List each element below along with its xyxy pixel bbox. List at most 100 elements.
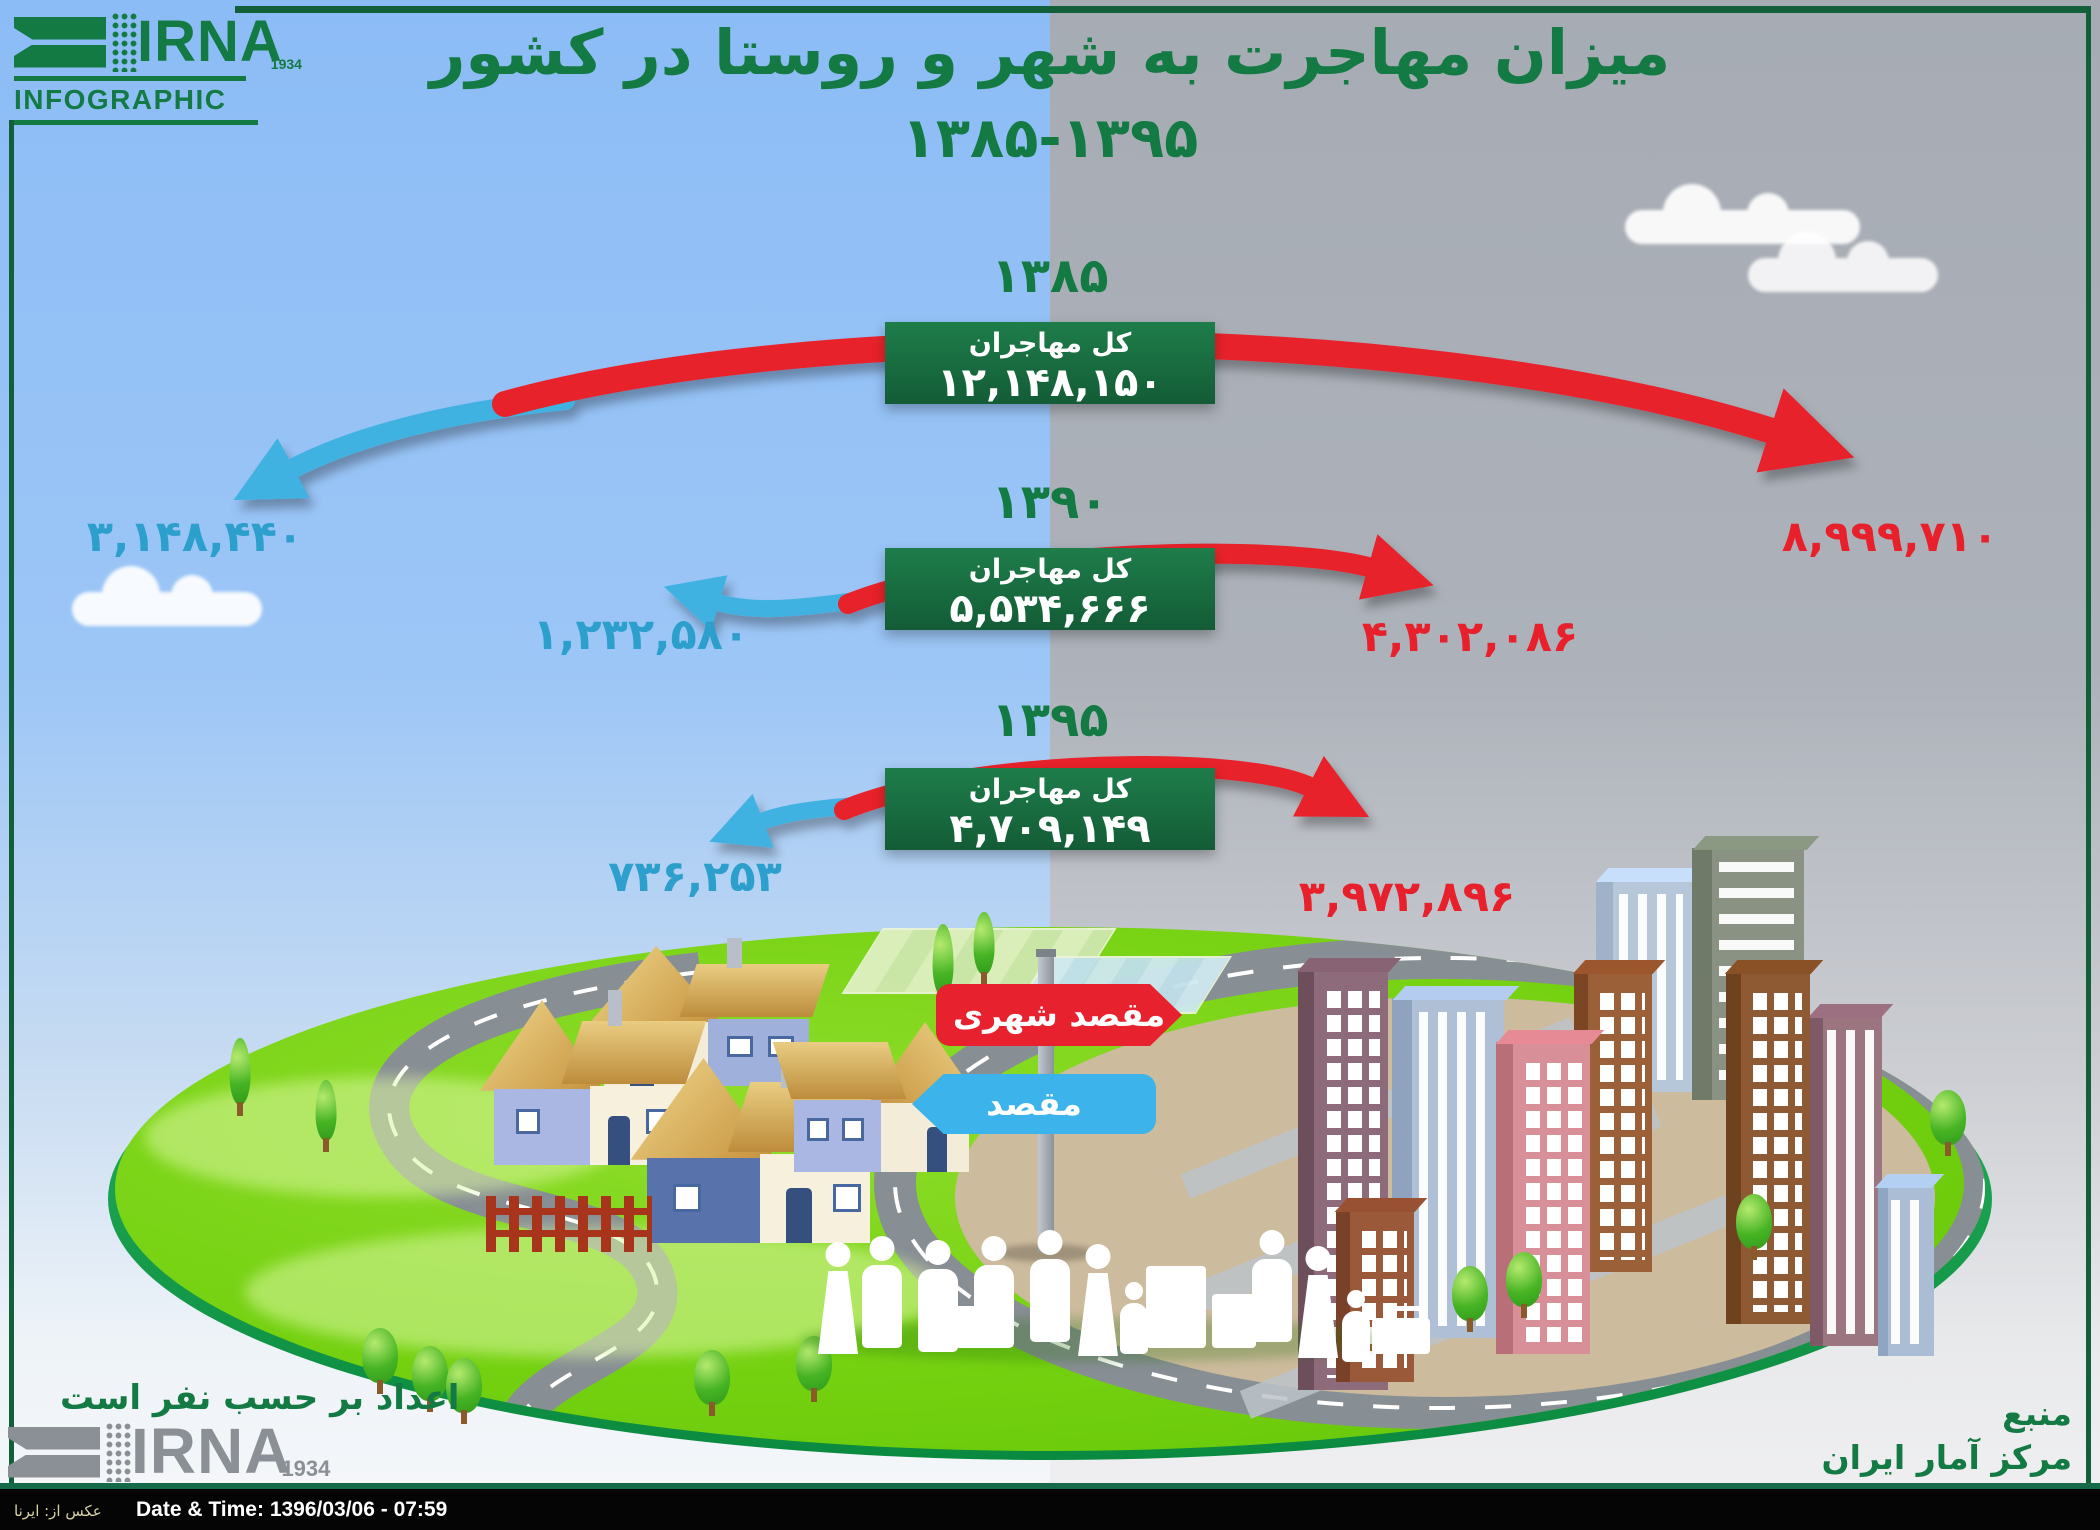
house-chimney: [608, 990, 622, 1027]
person-silhouette: [1298, 1246, 1338, 1358]
irna-logo-gray: IRNA 1934: [8, 1415, 331, 1488]
building-roof: [1495, 1030, 1604, 1044]
frame-line-top: [235, 6, 2088, 13]
house-chimney: [727, 937, 743, 969]
irna-logo: IRNA 1934 INFOGRAPHIC: [14, 12, 302, 125]
flag-bar: [14, 16, 106, 40]
house-wall: [647, 1157, 760, 1243]
person-silhouette: [918, 1240, 958, 1352]
house-window: [516, 1108, 540, 1134]
flag-bar: [14, 44, 106, 68]
irna-wordmark: IRNA: [131, 1415, 292, 1488]
rural-value-1385: ۳,۱۴۸,۴۴۰: [86, 512, 304, 562]
irna-year: 1934: [270, 56, 302, 72]
house-window: [672, 1183, 702, 1212]
tree-icon: [1452, 1268, 1488, 1332]
year-label-1395: ۱۳۹۵: [991, 692, 1109, 748]
building-roof: [1572, 960, 1665, 974]
irna-dots-icon: [105, 1422, 131, 1482]
flag-bar: [8, 1426, 100, 1450]
page-title-years: ۱۳۸۵-۱۳۹۵: [901, 106, 1199, 171]
person-silhouette: [818, 1242, 858, 1354]
flag-bar: [8, 1454, 100, 1478]
luggage: [1212, 1294, 1256, 1348]
city-building: [1808, 1004, 1895, 1346]
luggage: [955, 1306, 981, 1348]
building-roof: [1392, 986, 1520, 1000]
person-silhouette: [1252, 1230, 1292, 1342]
total-value-1390: ۵,۵۳۴,۶۶۶: [949, 586, 1151, 632]
village-house: [630, 1046, 896, 1243]
irna-wordmark: IRNA: [137, 8, 283, 74]
house-roof: [679, 964, 831, 1018]
irna-flag-icon: [14, 16, 106, 68]
tree-icon: [1930, 1092, 1966, 1156]
tree-icon: [694, 1352, 730, 1416]
logo-rule: [14, 76, 246, 81]
house-window: [841, 1118, 864, 1141]
house-roof: [773, 1041, 907, 1099]
tree-icon: [1736, 1196, 1772, 1260]
person-silhouette: [862, 1236, 902, 1348]
building-roof: [1595, 868, 1706, 882]
total-label: کل مهاجران: [968, 328, 1132, 359]
source-label: منبع: [2002, 1394, 2072, 1433]
total-box-1395: کل مهاجران ۴,۷۰۹,۱۴۹: [885, 768, 1215, 852]
irna-year: 1934: [281, 1456, 331, 1481]
building-roof: [1808, 1004, 1895, 1018]
frame-line-right: [2086, 6, 2091, 1484]
total-value-1385: ۱۲,۱۴۸,۱۵۰: [937, 360, 1163, 406]
house-window: [832, 1183, 861, 1212]
city-building: [1875, 1174, 1945, 1356]
irna-dots-icon: [111, 12, 137, 72]
rural-value-1395: ۷۳۶,۲۵۳: [608, 852, 782, 902]
datetime-label: Date & Time: 1396/03/06 - 07:59: [136, 1498, 448, 1521]
footnote: اعداد بر حسب نفر است: [60, 1378, 460, 1418]
tree-icon: [222, 1040, 258, 1116]
luggage: [1146, 1266, 1206, 1348]
cloud-icon: [72, 566, 262, 626]
total-box-1385: کل مهاجران ۱۲,۱۴۸,۱۵۰: [885, 322, 1215, 406]
city-building: [1724, 960, 1824, 1324]
urban-value-1390: ۴,۳۰۲,۰۸۶: [1361, 612, 1579, 662]
source-name: مرکز آمار ایران: [1821, 1438, 2073, 1477]
frame-line-left: [9, 120, 14, 1484]
building-roof: [1724, 960, 1824, 974]
total-label: کل مهاجران: [968, 554, 1132, 585]
total-label: کل مهاجران: [968, 774, 1132, 805]
tree-icon: [966, 914, 1002, 986]
house-window: [727, 1035, 753, 1057]
total-box-1390: کل مهاجران ۵,۵۳۴,۶۶۶: [885, 548, 1215, 632]
photo-credit: عکس از: ایرنا: [14, 1502, 102, 1520]
footer-bar: عکس از: ایرنا Date & Time: 1396/03/06 - …: [0, 1489, 2100, 1530]
rural-value-1390: ۱,۲۳۲,۵۸۰: [532, 610, 750, 660]
cloud-icon: [1748, 232, 1938, 292]
tree-icon: [1506, 1254, 1542, 1318]
person-silhouette: [1078, 1244, 1118, 1356]
building-roof: [1692, 836, 1820, 850]
village-fence: [486, 1196, 652, 1252]
urban-value-1385: ۸,۹۹۹,۷۱۰: [1781, 512, 1999, 562]
suitcase: [1372, 1306, 1430, 1354]
frame-line-bottom: [0, 1483, 2100, 1489]
house-wall: [494, 1089, 590, 1165]
house-door: [785, 1187, 812, 1243]
child-silhouette: [1342, 1290, 1370, 1362]
logo-rule: [14, 120, 258, 125]
infographic-label: INFOGRAPHIC: [14, 84, 227, 115]
urban-value-1395: ۳,۹۷۲,۸۹۶: [1298, 872, 1516, 922]
year-label-1390: ۱۳۹۰: [991, 474, 1109, 530]
page-title: میزان مهاجرت به شهر و روستا در کشور: [429, 16, 1671, 89]
house-door: [608, 1115, 630, 1165]
tree-icon: [308, 1082, 344, 1152]
person-silhouette: [1030, 1230, 1070, 1342]
house-window: [806, 1118, 829, 1141]
sign-urban-destination: مقصد شهری: [936, 984, 1182, 1046]
total-value-1395: ۴,۷۰۹,۱۴۹: [949, 806, 1151, 852]
year-label-1385: ۱۳۸۵: [991, 248, 1109, 304]
child-silhouette: [1120, 1282, 1148, 1354]
source-block: منبع مرکز آمار ایران: [1822, 1392, 2073, 1480]
irna-flag-icon: [8, 1426, 100, 1478]
building-roof: [1334, 1198, 1427, 1212]
building-roof: [1297, 958, 1402, 972]
